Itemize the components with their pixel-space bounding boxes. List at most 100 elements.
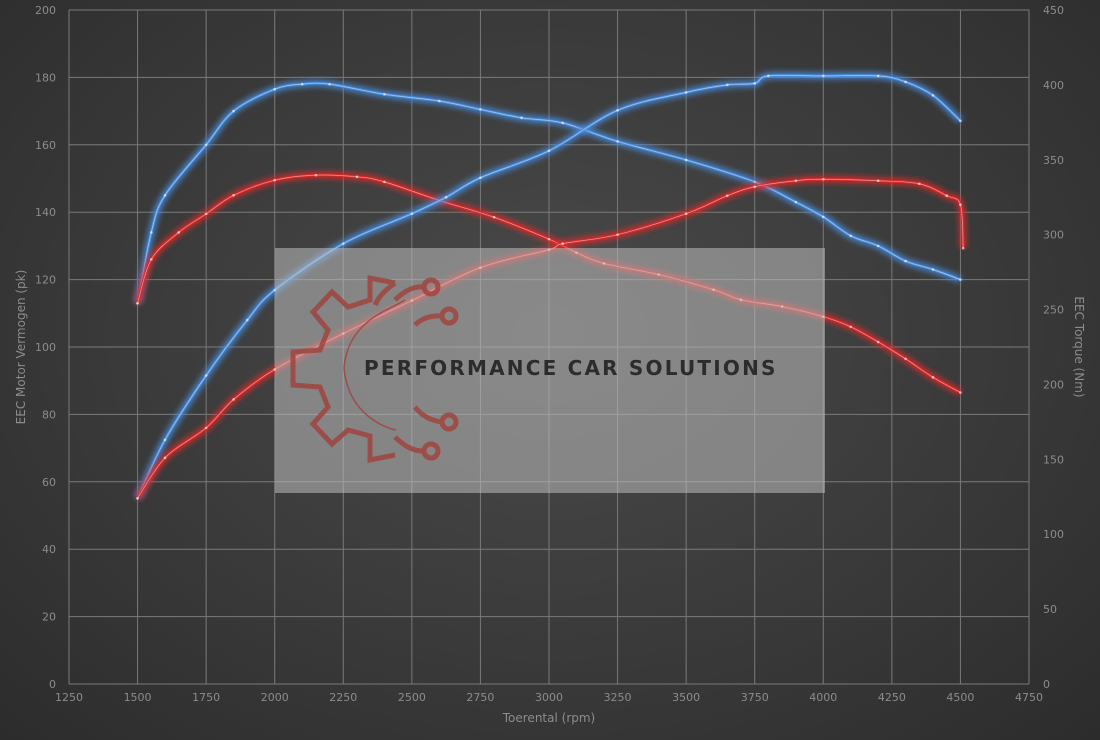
x-tick-label: 2000 bbox=[261, 691, 289, 704]
x-tick-label: 1250 bbox=[55, 691, 83, 704]
data-point bbox=[328, 82, 331, 86]
data-point bbox=[136, 496, 139, 500]
y-left-tick-label: 180 bbox=[35, 71, 56, 84]
data-point bbox=[876, 244, 880, 248]
data-point bbox=[821, 74, 825, 78]
data-point bbox=[931, 94, 935, 97]
data-point bbox=[616, 233, 619, 236]
y-left-tick-label: 160 bbox=[35, 139, 56, 152]
data-point bbox=[684, 212, 688, 215]
data-point bbox=[547, 149, 551, 153]
data-point bbox=[561, 242, 565, 245]
data-point bbox=[479, 176, 482, 180]
data-point bbox=[959, 119, 962, 123]
data-point bbox=[245, 318, 249, 322]
data-point bbox=[961, 246, 965, 250]
x-tick-label: 4750 bbox=[1015, 691, 1043, 704]
data-point bbox=[273, 178, 277, 182]
data-point bbox=[204, 143, 208, 147]
y-right-tick-label: 150 bbox=[1043, 453, 1064, 466]
data-point bbox=[204, 426, 208, 430]
y-left-tick-label: 120 bbox=[35, 274, 56, 287]
data-point bbox=[876, 74, 880, 78]
y-right-tick-label: 400 bbox=[1043, 79, 1064, 92]
data-point bbox=[177, 231, 181, 234]
data-point bbox=[959, 203, 962, 207]
data-point bbox=[410, 212, 414, 215]
data-point bbox=[273, 87, 277, 91]
data-point bbox=[616, 109, 619, 112]
y-left-tick-label: 60 bbox=[42, 476, 56, 489]
y-right-tick-label: 450 bbox=[1043, 4, 1064, 17]
data-point bbox=[383, 180, 386, 184]
data-point bbox=[917, 182, 921, 186]
watermark-text: PERFORMANCE CAR SOLUTIONS bbox=[364, 356, 778, 380]
data-point bbox=[753, 180, 757, 184]
y-left-tick-label: 100 bbox=[35, 341, 56, 354]
y-right-tick-label: 0 bbox=[1043, 678, 1050, 691]
data-point bbox=[204, 212, 208, 216]
data-point bbox=[149, 258, 153, 261]
data-point bbox=[725, 83, 729, 87]
data-point bbox=[163, 456, 167, 460]
data-point bbox=[959, 278, 962, 281]
y-left-tick-label: 140 bbox=[35, 206, 56, 219]
data-point bbox=[904, 357, 907, 361]
data-point bbox=[684, 158, 688, 162]
data-point bbox=[355, 175, 359, 179]
data-point bbox=[931, 376, 935, 379]
x-tick-label: 3500 bbox=[672, 691, 700, 704]
y-left-tick-label: 200 bbox=[35, 4, 56, 17]
data-point bbox=[876, 340, 880, 344]
x-tick-label: 3250 bbox=[604, 691, 632, 704]
y-right-tick-label: 250 bbox=[1043, 304, 1064, 317]
data-point bbox=[821, 177, 825, 181]
series-highlight-3 bbox=[137, 178, 964, 499]
data-point bbox=[794, 179, 798, 183]
x-tick-label: 2500 bbox=[398, 691, 426, 704]
data-point bbox=[684, 91, 688, 94]
ticks: 1250 1500 1750 2000 2250 2500 2750 3000 3250 3500… bbox=[35, 4, 1064, 704]
x-tick-label: 3750 bbox=[741, 691, 769, 704]
x-tick-label: 1500 bbox=[124, 691, 152, 704]
data-point bbox=[849, 325, 853, 329]
data-point bbox=[314, 173, 318, 177]
data-point bbox=[136, 301, 139, 305]
gear-circuit-logo bbox=[290, 274, 459, 464]
data-point bbox=[204, 374, 208, 377]
y-left-tick-label: 80 bbox=[42, 408, 56, 421]
x-tick-label: 4250 bbox=[878, 691, 906, 704]
data-point bbox=[232, 194, 235, 197]
watermark-box bbox=[275, 248, 825, 493]
y-right-tick-label: 50 bbox=[1043, 603, 1057, 616]
x-tick-label: 4500 bbox=[946, 691, 974, 704]
series bbox=[134, 71, 967, 501]
x-tick-label: 4000 bbox=[809, 691, 837, 704]
data-point bbox=[794, 200, 798, 204]
data-point bbox=[163, 194, 167, 197]
y-left-tick-label: 40 bbox=[42, 543, 56, 556]
data-point bbox=[616, 140, 619, 143]
data-point bbox=[725, 194, 729, 198]
data-point bbox=[945, 194, 949, 198]
data-point bbox=[876, 179, 880, 183]
watermark: PERFORMANCE CAR SOLUTIONS bbox=[275, 248, 825, 493]
data-point bbox=[849, 234, 853, 238]
y-left-tick-label: 0 bbox=[49, 678, 56, 691]
data-point bbox=[149, 231, 153, 234]
y-left-tick-label: 20 bbox=[42, 611, 56, 624]
data-point bbox=[383, 92, 386, 96]
data-point bbox=[437, 99, 441, 103]
y-axis-right-label: EEC Torque (Nm) bbox=[1072, 296, 1086, 397]
data-point bbox=[904, 259, 907, 263]
data-point bbox=[444, 195, 448, 199]
data-point bbox=[561, 121, 565, 125]
data-point bbox=[904, 80, 907, 84]
data-point bbox=[341, 242, 345, 245]
data-point bbox=[479, 108, 482, 111]
data-point bbox=[232, 109, 235, 113]
x-tick-label: 3000 bbox=[535, 691, 563, 704]
data-point bbox=[959, 391, 962, 394]
y-right-tick-label: 100 bbox=[1043, 528, 1064, 541]
